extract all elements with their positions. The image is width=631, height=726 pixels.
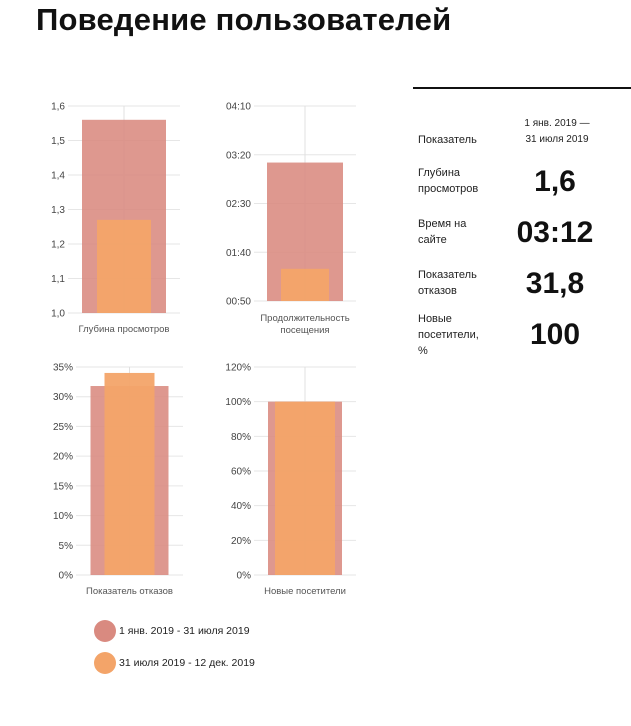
row-value-bounce: 31,8 [525,267,585,300]
chart3-bar-series-2 [104,372,155,575]
chart4-x-label: Новые посетители [264,586,346,597]
row-label-bounce: Показатель отказов [418,269,477,297]
chart3-x-label: Показатель отказов [86,586,173,597]
row-label-depth: Глубина просмотров [418,167,479,195]
chart3-y-tick-label: 25% [53,422,73,433]
chart2-y-tick-label: 04:10 [226,102,251,113]
row-label-new-visitors: Новые посетители,% [418,313,479,357]
chart1-y-tick-label: 1,1 [51,274,65,285]
chart1-y-tick-label: 1,6 [51,102,65,113]
chart4-y-tick-label: 40% [231,501,251,512]
column-header-period: 1 янв. 2019 —31 июля 2019 [524,118,590,145]
chart1-y-tick-label: 1,3 [51,205,65,216]
chart1-y-tick-label: 1,5 [51,136,65,147]
chart3-y-tick-label: 20% [53,452,73,463]
chart1-bar-series-2 [97,219,151,313]
chart3-y-tick-label: 5% [59,541,74,552]
chart2-x-label-line-2: посещения [280,325,329,336]
table-top-rule [413,87,631,89]
chart1-y-tick-label: 1,2 [51,240,65,251]
chart4-y-tick-label: 120% [225,363,251,374]
chart4-y-tick-label: 80% [231,432,251,443]
column-header-metric: Показатель [418,134,477,146]
chart4-y-tick-label: 0% [237,571,252,582]
chart1-y-tick-label: 1,0 [51,309,65,320]
chart2-x-label-line-1: Продолжительность [260,313,349,324]
chart2-y-tick-label: 01:40 [226,248,251,259]
chart2-y-tick-label: 03:20 [226,150,251,161]
legend-swatch-period-2 [94,652,116,674]
chart3-y-tick-label: 10% [53,511,73,522]
row-value-new-visitors: 100 [529,318,581,351]
page-title: Поведение пользователей [36,2,452,37]
legend-label-period-2: 31 июля 2019 - 12 дек. 2019 [119,657,255,669]
chart2-y-tick-label: 00:50 [226,297,251,308]
legend-swatch-period-1 [94,620,116,642]
chart1-x-label: Глубина просмотров [79,324,170,335]
row-value-depth: 1,6 [534,165,576,198]
chart4-y-tick-label: 20% [231,536,251,547]
chart3-y-tick-label: 0% [59,571,74,582]
row-label-time: Время на сайте [418,218,467,246]
row-value-time: 03:12 [516,216,594,249]
chart4-bar-series-2 [275,401,335,575]
chart2-bar-series-2 [281,268,329,301]
chart3-y-tick-label: 30% [53,392,73,403]
chart3-y-tick-label: 15% [53,481,73,492]
chart1-y-tick-label: 1,4 [51,171,65,182]
chart2-y-tick-label: 02:30 [226,199,251,210]
chart4-y-tick-label: 60% [231,467,251,478]
legend-label-period-1: 1 янв. 2019 - 31 июля 2019 [119,625,250,637]
chart4-y-tick-label: 100% [225,397,251,408]
chart3-y-tick-label: 35% [53,363,73,374]
